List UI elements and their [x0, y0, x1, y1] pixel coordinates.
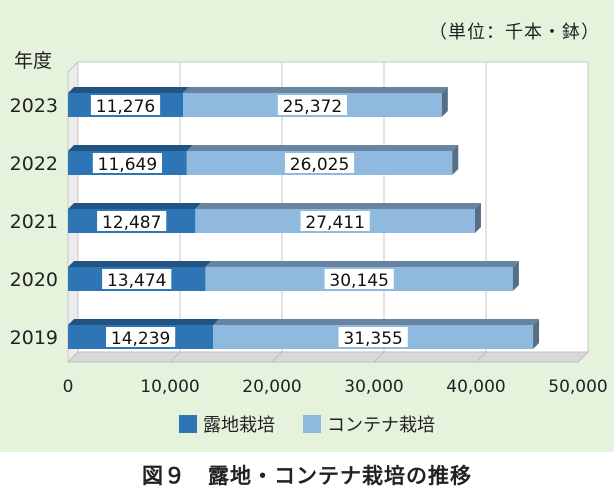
data-label: 26,025 [290, 155, 349, 175]
bar-top-face [195, 203, 481, 209]
chart-plot: 0 10,000 20,000 30,000 40,000 50,000 2023 11,27… [10, 60, 608, 397]
bar-top-face [213, 319, 540, 325]
gridline-floor [475, 351, 487, 363]
data-label-box [277, 95, 348, 115]
legend-item-container: コンテナ栽培 [303, 411, 435, 437]
data-label-box [90, 95, 161, 115]
x-tick-label: 10,000 [140, 377, 199, 397]
data-label-box [106, 327, 176, 347]
data-label: 11,649 [98, 155, 157, 175]
data-label-box [97, 211, 167, 231]
gridline-floor [577, 351, 589, 363]
data-label: 31,355 [343, 329, 402, 349]
bar-side-face [441, 87, 448, 117]
data-label-box [300, 211, 370, 231]
gridline-floor [169, 351, 181, 363]
bar-side-face [452, 145, 459, 175]
data-label: 13,474 [107, 271, 166, 291]
legend-swatch-container [303, 415, 321, 433]
x-tick-label: 40,000 [446, 377, 505, 397]
bar-side-face [512, 261, 519, 291]
data-label: 30,145 [329, 271, 388, 291]
data-label: 25,372 [283, 97, 342, 117]
x-tick-label: 0 [63, 377, 74, 397]
legend-label-container: コンテナ栽培 [327, 415, 435, 436]
bar-top-face [68, 145, 193, 151]
x-tick-label: 50,000 [548, 377, 607, 397]
bar-top-face [186, 145, 459, 151]
gridline-floor [373, 351, 385, 363]
y-axis-title: 年度 [14, 50, 53, 72]
bar-side-face [474, 203, 481, 233]
plot-floor [66, 351, 590, 363]
data-label-box [92, 153, 163, 173]
data-label: 11,276 [96, 97, 155, 117]
legend-label-open-field: 露地栽培 [203, 415, 275, 436]
y-tick-label: 2019 [10, 327, 58, 349]
legend-swatch-open-field [179, 415, 197, 433]
y-tick-label: 2020 [10, 269, 58, 291]
unit-label: （単位：千本・鉢） [429, 22, 600, 43]
figure-caption: 図９ 露地・コンテナ栽培の推移 [142, 464, 472, 488]
bar-top-face [205, 261, 519, 267]
bar-top-face [68, 87, 190, 93]
bar-top-face [183, 87, 448, 93]
x-tick-label: 30,000 [344, 377, 403, 397]
legend: 露地栽培 コンテナ栽培 [0, 411, 614, 437]
bar-top-face [68, 319, 220, 325]
data-label-box [324, 269, 394, 289]
bar-side-face [533, 319, 540, 349]
bar-top-face [68, 203, 202, 209]
data-label-box [102, 269, 172, 289]
gridline-floor [67, 351, 79, 363]
y-tick-label: 2023 [10, 95, 58, 117]
gridline-floor [271, 351, 283, 363]
data-label-box [284, 153, 355, 173]
y-tick-label: 2021 [10, 211, 58, 233]
data-label: 14,239 [111, 329, 170, 349]
data-label: 27,411 [305, 213, 364, 233]
data-label-box [338, 327, 408, 347]
bar-top-face [68, 261, 212, 267]
x-tick-label: 20,000 [242, 377, 301, 397]
data-label: 12,487 [102, 213, 161, 233]
y-tick-label: 2022 [10, 153, 58, 175]
legend-item-open-field: 露地栽培 [179, 411, 275, 437]
